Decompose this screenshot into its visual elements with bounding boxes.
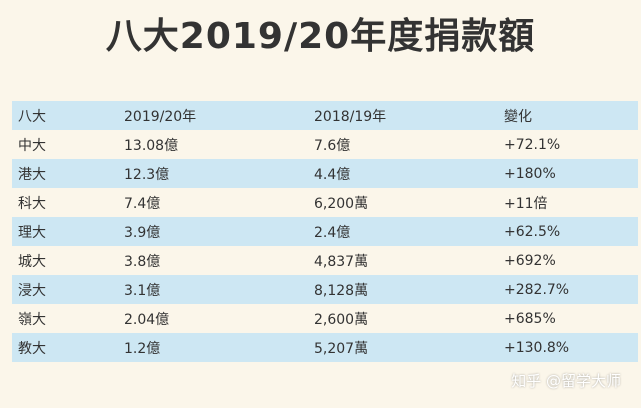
cell-university: 浸大 [18, 282, 46, 299]
cell-2018-19: 8,128萬 [314, 282, 369, 299]
cell-2018-19: 2.4億 [314, 224, 351, 241]
table-row: 嶺大 2.04億 2,600萬 +685% [12, 304, 638, 333]
cell-university: 科大 [18, 195, 46, 212]
cell-2019-20: 7.4億 [124, 195, 161, 212]
cell-2018-19: 4.4億 [314, 166, 351, 183]
cell-change: +692% [504, 252, 556, 269]
watermark: 知乎 @留学大师 [511, 372, 621, 390]
page-title: 八大2019/20年度捐款額 [105, 16, 536, 57]
cell-2019-20: 13.08億 [124, 137, 179, 154]
cell-university: 教大 [18, 340, 46, 357]
cell-2019-20: 3.1億 [124, 282, 161, 299]
cell-university: 港大 [18, 166, 46, 183]
table-row: 港大 12.3億 4.4億 +180% [12, 159, 638, 188]
cell-2019-20: 3.9億 [124, 224, 161, 241]
cell-change: +62.5% [504, 223, 561, 240]
table-header-row: 八大 2019/20年 2018/19年 變化 [12, 101, 638, 130]
header-2019-20: 2019/20年 [124, 108, 197, 125]
table-row: 教大 1.2億 5,207萬 +130.8% [12, 333, 638, 362]
table-row: 科大 7.4億 6,200萬 +11倍 [12, 188, 638, 217]
cell-2019-20: 1.2億 [124, 340, 161, 357]
cell-change: +72.1% [504, 136, 561, 153]
cell-2019-20: 12.3億 [124, 166, 170, 183]
donation-table: 八大 2019/20年 2018/19年 變化 中大 13.08億 7.6億 +… [12, 101, 638, 362]
cell-change: +685% [504, 310, 556, 327]
cell-change: +180% [504, 165, 556, 182]
header-change: 變化 [504, 108, 532, 125]
header-2018-19: 2018/19年 [314, 108, 387, 125]
cell-2019-20: 3.8億 [124, 253, 161, 270]
cell-university: 理大 [18, 224, 46, 241]
cell-change: +282.7% [504, 281, 570, 298]
cell-2019-20: 2.04億 [124, 311, 170, 328]
cell-2018-19: 2,600萬 [314, 311, 369, 328]
cell-university: 中大 [18, 137, 46, 154]
cell-2018-19: 6,200萬 [314, 195, 369, 212]
cell-2018-19: 7.6億 [314, 137, 351, 154]
header-university: 八大 [18, 108, 46, 125]
cell-2018-19: 4,837萬 [314, 253, 369, 270]
cell-change: +130.8% [504, 339, 570, 356]
cell-change: +11倍 [504, 195, 548, 212]
cell-2018-19: 5,207萬 [314, 340, 369, 357]
cell-university: 嶺大 [18, 311, 46, 328]
table-row: 理大 3.9億 2.4億 +62.5% [12, 217, 638, 246]
table-row: 浸大 3.1億 8,128萬 +282.7% [12, 275, 638, 304]
table-row: 城大 3.8億 4,837萬 +692% [12, 246, 638, 275]
cell-university: 城大 [18, 253, 46, 270]
table-row: 中大 13.08億 7.6億 +72.1% [12, 130, 638, 159]
